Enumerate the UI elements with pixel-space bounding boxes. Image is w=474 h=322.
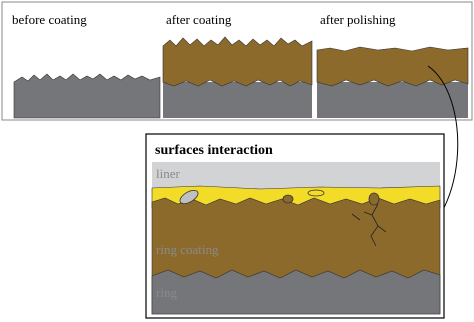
substrate [163,82,312,118]
panel-label: after polishing [320,12,396,27]
panel-label: before coating [12,12,87,27]
ring-layer [151,269,441,315]
layer-label: ring [156,285,177,300]
substrate [317,82,468,118]
particle [307,189,325,197]
coating [316,46,469,87]
panel-label: after coating [166,12,232,27]
particle [368,192,380,206]
layer-label: liner [156,166,180,181]
coating [162,36,313,87]
particle [282,194,294,204]
particle [179,189,199,205]
layer-label: ring coating [156,242,219,257]
crack [351,203,387,247]
detail-title: surfaces interaction [155,143,273,158]
substrate [13,73,161,119]
